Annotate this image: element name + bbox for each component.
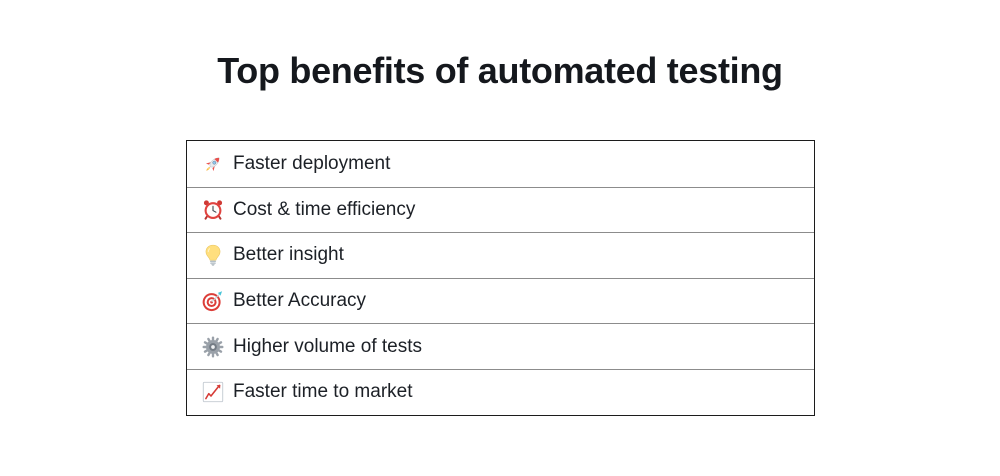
benefit-row-cost-time-efficiency: Cost & time efficiency: [187, 186, 814, 233]
benefit-label: Higher volume of tests: [233, 335, 423, 357]
gear-icon: [202, 336, 224, 358]
alarm-clock-icon: [202, 199, 224, 221]
benefit-label: Faster time to market: [233, 381, 413, 403]
benefit-row-faster-deployment: Faster deployment: [187, 141, 814, 187]
benefit-label: Faster deployment: [233, 152, 391, 174]
rocket-icon: [202, 153, 224, 175]
benefit-label: Cost & time efficiency: [233, 198, 416, 220]
light-bulb-icon: [202, 244, 224, 266]
benefit-row-higher-volume-of-tests: Higher volume of tests: [187, 323, 814, 369]
chart-increasing-icon: [202, 381, 224, 403]
benefit-row-better-insight: Better insight: [187, 232, 814, 278]
benefit-label: Better Accuracy: [233, 290, 367, 312]
benefit-row-better-accuracy: Better Accuracy: [187, 277, 814, 324]
benefit-row-faster-time-to-market: Faster time to market: [187, 368, 814, 415]
target-icon: [202, 290, 224, 312]
page-title: Top benefits of automated testing: [217, 50, 783, 91]
benefits-table: Faster deployment Cost & time efficiency: [186, 140, 815, 416]
benefit-label: Better insight: [233, 244, 344, 266]
